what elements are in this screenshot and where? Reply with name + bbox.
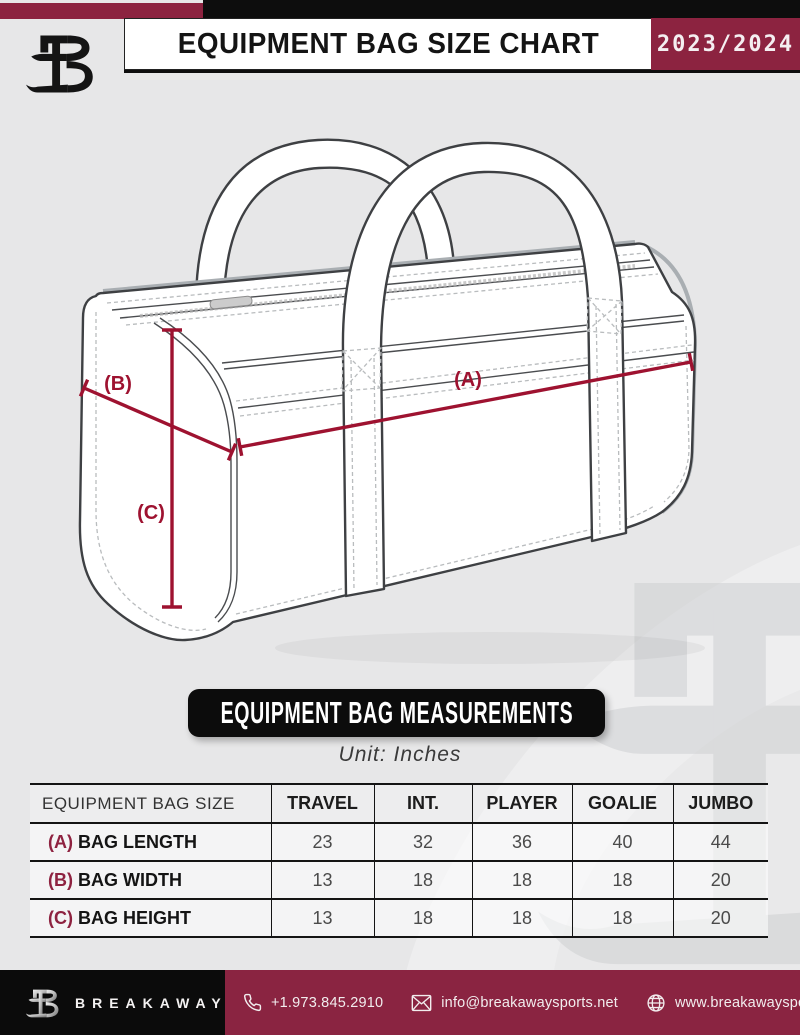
measure-a-label: (A) xyxy=(454,369,482,391)
row-label: (C) BAG HEIGHT xyxy=(30,899,271,938)
unit-label: Unit: Inches xyxy=(338,743,462,766)
x-stitch-box-left xyxy=(341,347,382,392)
cell-value: 40 xyxy=(571,823,673,862)
cell-value: 20 xyxy=(672,861,768,900)
col-header-player: PLAYER xyxy=(471,783,572,824)
cell-value: 18 xyxy=(471,861,572,900)
phone-icon xyxy=(243,993,262,1012)
table-header-row: EQUIPMENT BAG SIZE TRAVEL INT. PLAYER GO… xyxy=(30,783,768,824)
col-header-travel: TRAVEL xyxy=(270,783,374,824)
row-label: (A) BAG LENGTH xyxy=(30,823,271,862)
season-badge: 2023/2024 xyxy=(651,18,800,70)
table-row-bag-height: (C) BAG HEIGHT 13 18 18 18 20 xyxy=(30,899,768,938)
footer-brand-block: BREAKAWAY xyxy=(0,970,225,1035)
cell-value: 13 xyxy=(270,861,374,900)
bag-diagram: (B) (C) (A) xyxy=(78,138,705,664)
breakaway-logo-icon xyxy=(26,35,93,93)
measure-a: (A) xyxy=(236,352,695,457)
cell-value: 18 xyxy=(571,861,673,900)
row-label-text: BAG WIDTH xyxy=(78,869,182,890)
bag-shadow xyxy=(275,632,705,664)
zipper-pull xyxy=(209,295,253,310)
col-header-goalie: GOALIE xyxy=(571,783,673,824)
row-key: (B) xyxy=(48,869,73,890)
size-table: EQUIPMENT BAG SIZE TRAVEL INT. PLAYER GO… xyxy=(30,783,768,938)
table-row-bag-length: (A) BAG LENGTH 23 32 36 40 44 xyxy=(30,823,768,862)
footer: BREAKAWAY +1.973.845.2910 info@breakaway… xyxy=(0,970,800,1035)
footer-contact-bar: +1.973.845.2910 info@breakawaysports.net… xyxy=(225,970,800,1035)
footer-website: www.breakawaysports.net xyxy=(646,993,800,1013)
footer-email: info@breakawaysports.net xyxy=(411,994,618,1012)
envelope-icon xyxy=(411,994,432,1011)
row-key: (C) xyxy=(48,907,73,928)
bag-front-handle xyxy=(341,141,628,598)
cell-value: 18 xyxy=(373,861,472,900)
measure-c-label: (C) xyxy=(137,502,165,524)
cell-value: 20 xyxy=(672,899,768,938)
header-underline xyxy=(124,69,800,73)
cell-value: 32 xyxy=(373,823,472,862)
row-key: (A) xyxy=(48,831,73,852)
measurements-banner: EQUIPMENT BAG MEASUREMENTS xyxy=(188,689,605,737)
breakaway-logo-icon xyxy=(26,989,59,1017)
row-label: (B) BAG WIDTH xyxy=(30,861,271,900)
footer-website-text: www.breakawaysports.net xyxy=(674,994,800,1011)
col-header-size: EQUIPMENT BAG SIZE xyxy=(30,783,271,824)
measurements-banner-text: EQUIPMENT BAG MEASUREMENTS xyxy=(220,695,573,730)
footer-phone-text: +1.973.845.2910 xyxy=(271,994,384,1011)
cell-value: 13 xyxy=(270,899,374,938)
footer-phone: +1.973.845.2910 xyxy=(243,993,383,1012)
cell-value: 18 xyxy=(471,899,572,938)
col-header-jumbo: JUMBO xyxy=(672,783,768,824)
footer-brand-name: BREAKAWAY xyxy=(75,994,228,1011)
globe-icon xyxy=(647,993,665,1012)
cell-value: 18 xyxy=(571,899,673,938)
row-label-text: BAG LENGTH xyxy=(78,831,198,852)
table-row-bag-width: (B) BAG WIDTH 13 18 18 18 20 xyxy=(30,861,768,900)
measure-b: (B) xyxy=(78,373,238,461)
x-stitch-box-right xyxy=(586,297,623,335)
row-label-text: BAG HEIGHT xyxy=(78,907,192,928)
header-maroon-accent xyxy=(0,3,203,19)
page-title-text: EQUIPMENT BAG SIZE CHART xyxy=(177,27,599,60)
cell-value: 36 xyxy=(471,823,572,862)
cell-value: 18 xyxy=(373,899,472,938)
footer-email-text: info@breakawaysports.net xyxy=(441,994,618,1011)
measure-c: (C) xyxy=(137,328,182,609)
cell-value: 44 xyxy=(672,823,768,862)
header-black-bar xyxy=(203,0,800,19)
col-header-int: INT. xyxy=(373,783,472,824)
page-title: EQUIPMENT BAG SIZE CHART xyxy=(124,18,652,70)
measure-b-label: (B) xyxy=(104,373,132,395)
cell-value: 23 xyxy=(270,823,374,862)
